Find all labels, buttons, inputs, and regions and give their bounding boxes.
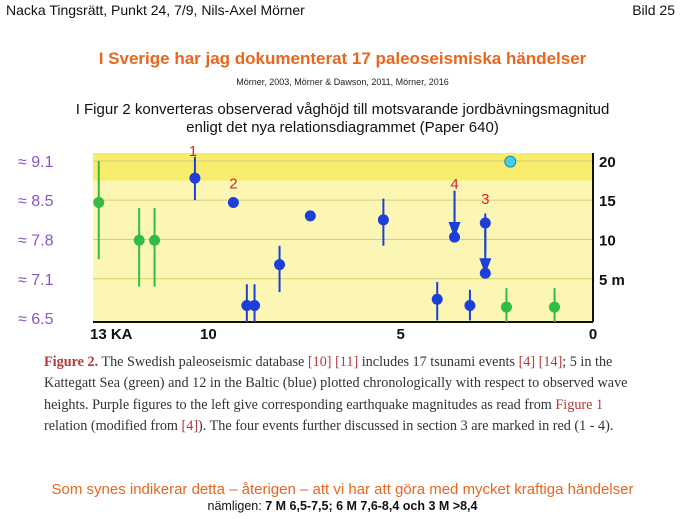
magnitude-tick-label: ≈ 6.5: [18, 311, 54, 328]
intro-line-1: I Figur 2 konverteras observerad våghöjd…: [75, 101, 610, 118]
chart-band-lower: [93, 180, 593, 322]
data-point: [93, 197, 105, 209]
x-tick-label: 5: [397, 326, 405, 343]
event-number-label: 4: [450, 176, 458, 193]
slide-number: Bild 25: [632, 2, 675, 18]
conclusion-text: Som synes indikerar detta – återigen – a…: [51, 481, 634, 498]
magnitude-tick-label: ≈ 7.1: [18, 272, 54, 289]
data-point: [464, 299, 476, 311]
data-point: [479, 217, 491, 229]
data-point: [377, 214, 389, 226]
caption-text: ; 5 in the Kattegatt Sea (green) and 12 …: [44, 354, 628, 413]
caption-ref[interactable]: [14]: [538, 354, 563, 370]
paleoseismic-chart: 13 KA 10 5 0 ≈ 9.1 ≈ 8.5 ≈ 7.8 ≈ 7.1 ≈ 6.5 20 15 10…: [18, 146, 625, 343]
slide-title: I Sverige har jag dokumenterat 17 paleos…: [98, 49, 587, 68]
intro-line-2: enligt det nya relationsdiagrammet (Pape…: [186, 119, 499, 136]
caption-text: figures to the left give corresponding e…: [129, 396, 556, 413]
caption-ref[interactable]: [4]: [181, 418, 199, 435]
magnitude-summary-prefix: nämligen:: [207, 499, 266, 513]
data-point: [241, 299, 253, 311]
data-point: [249, 299, 261, 311]
header-left-text: Nacka Tingsrätt, Punkt 24, 7/9, Nils-Axe…: [6, 2, 305, 18]
magnitude-tick-label: ≈ 7.8: [18, 232, 54, 249]
magnitude-tick-label: ≈ 8.5: [18, 193, 54, 210]
wave-height-tick-label: 10: [599, 232, 616, 249]
data-point: [431, 293, 443, 305]
data-point: [479, 267, 491, 279]
data-point: [304, 210, 316, 222]
data-point: [227, 197, 239, 209]
data-point: [504, 155, 517, 168]
magnitude-summary-values: 7 M 6,5-7,5; 6 M 7,6-8,4 och 3 M >8,4: [265, 499, 478, 513]
caption-text: The Swedish paleoseismic database: [98, 354, 308, 370]
x-tick-label: 10: [200, 326, 217, 343]
caption-ref[interactable]: [11]: [335, 354, 359, 370]
caption-text: includes 17 tsunami events: [358, 354, 519, 370]
x-tick-label: 0: [589, 326, 597, 343]
data-point: [274, 259, 286, 271]
figure-caption: Figure 2. The Swedish paleoseismic datab…: [44, 352, 644, 438]
event-number-label: 1: [189, 146, 197, 160]
data-point: [189, 172, 201, 184]
caption-ref[interactable]: [10]: [307, 354, 332, 370]
caption-text: ). The four events further discussed in …: [198, 418, 614, 435]
caption-ref[interactable]: [4]: [518, 354, 536, 370]
wave-height-tick-label: 5 m: [599, 272, 625, 289]
caption-figure-link[interactable]: Figure 1: [555, 396, 604, 413]
intro-text: I Figur 2 konverteras observerad våghöjd…: [0, 101, 685, 137]
caption-label: Figure 2.: [44, 354, 99, 370]
data-point: [449, 231, 461, 243]
caption-text: relation (modified from: [44, 418, 182, 435]
caption-purple-word: Purple: [92, 396, 130, 413]
magnitude-tick-label: ≈ 9.1: [18, 154, 54, 171]
wave-height-tick-label: 20: [599, 154, 616, 171]
data-point: [149, 234, 161, 246]
event-number-label: 3: [481, 191, 489, 208]
magnitude-summary: nämligen: 7 M 6,5-7,5; 6 M 7,6-8,4 och 3…: [0, 499, 685, 513]
event-number-label: 2: [229, 175, 237, 192]
x-tick-label: 13 KA: [90, 326, 133, 343]
data-point: [133, 234, 145, 246]
data-point: [500, 301, 512, 313]
references: Mörner, 2003, Mörner & Dawson, 2011, Mör…: [236, 77, 449, 87]
chart-band-top: [93, 153, 593, 181]
wave-height-tick-label: 15: [599, 193, 616, 210]
data-point: [549, 301, 561, 313]
